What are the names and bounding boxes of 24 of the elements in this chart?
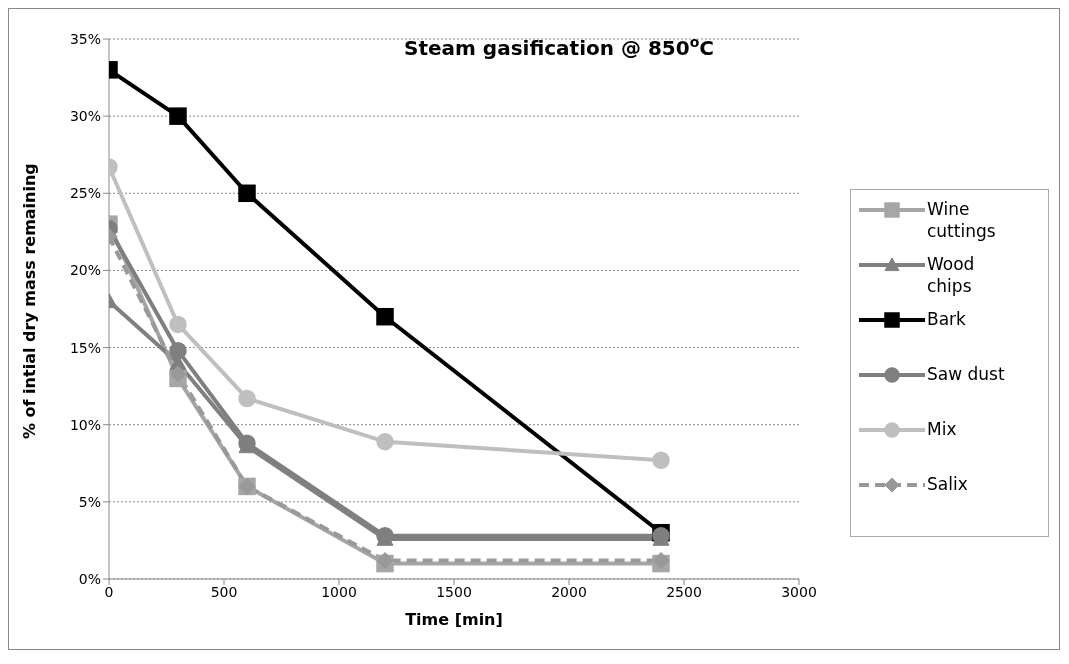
y-tick-label: 35% xyxy=(69,30,101,47)
y-tick-label: 10% xyxy=(69,416,101,433)
legend-label: Bark xyxy=(927,308,967,330)
legend-label: Saw dust xyxy=(927,363,1006,385)
y-tick-label: 20% xyxy=(69,262,101,279)
x-axis-title: Time [min] xyxy=(405,610,503,629)
y-axis-title: % of intial dry mass remaining xyxy=(19,163,39,439)
y-tick-label: 25% xyxy=(69,185,101,202)
y-tick-label: 5% xyxy=(78,493,101,510)
x-tick-label: 0 xyxy=(104,583,114,600)
y-tick-label: 15% xyxy=(69,339,101,356)
x-tick-label: 500 xyxy=(210,583,238,600)
legend-label: Wine cuttings xyxy=(927,198,997,242)
x-tick-label: 3000 xyxy=(781,583,817,600)
y-tick-label: 0% xyxy=(78,570,101,587)
x-tick-label: 2500 xyxy=(666,583,702,600)
x-tick-label: 1500 xyxy=(436,583,472,600)
chart-title: Steam gasification @ 850$^{o}$C xyxy=(404,34,714,60)
y-tick-label: 30% xyxy=(69,108,101,125)
x-tick-label: 2000 xyxy=(551,583,587,600)
x-tick-label: 1000 xyxy=(321,583,357,600)
legend-label: Wood chips xyxy=(927,253,976,297)
legend-label: Salix xyxy=(927,473,969,495)
legend-label: Mix xyxy=(927,418,958,440)
